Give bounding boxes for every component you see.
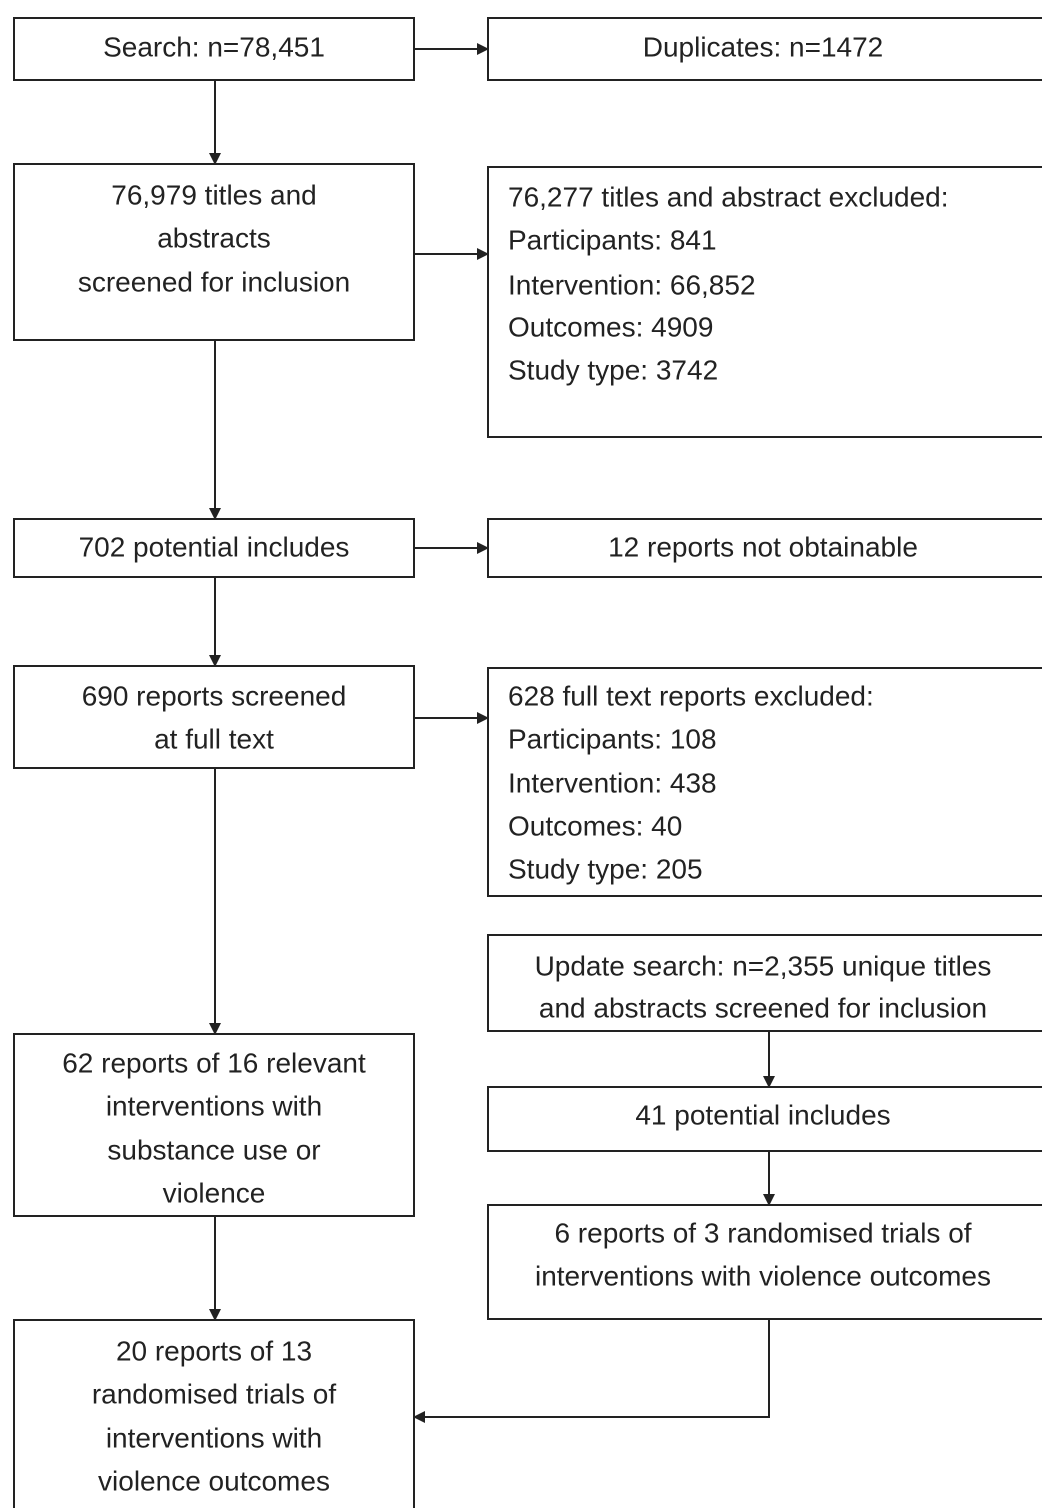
box-text: and abstracts screened for inclusion bbox=[539, 992, 987, 1023]
box-text: Study type: 205 bbox=[508, 853, 703, 884]
flow-box bbox=[487, 1086, 1042, 1152]
flow-box bbox=[487, 166, 1042, 438]
box-text: Study type: 3742 bbox=[508, 354, 718, 385]
box-text: Intervention: 66,852 bbox=[508, 269, 756, 300]
box-text: Participants: 108 bbox=[508, 723, 717, 754]
box-text: 12 reports not obtainable bbox=[608, 531, 918, 562]
flow-box bbox=[487, 1204, 1042, 1320]
box-text: violence outcomes bbox=[98, 1465, 330, 1496]
flow-box bbox=[13, 1033, 415, 1217]
box-text: 690 reports screened bbox=[82, 680, 347, 711]
box-text: 20 reports of 13 bbox=[116, 1335, 312, 1366]
arrows bbox=[209, 43, 775, 1423]
box-text: interventions with violence outcomes bbox=[535, 1260, 991, 1291]
boxes: Search: n=78,451 Duplicates: n=1472 76,979… bbox=[13, 17, 1042, 1508]
box-text: violence bbox=[163, 1177, 266, 1208]
box-text: interventions with bbox=[106, 1422, 322, 1453]
box-text: at full text bbox=[154, 723, 274, 754]
box-text: 628 full text reports excluded: bbox=[508, 680, 874, 711]
box-text: Participants: 841 bbox=[508, 224, 717, 255]
box-text: 76,979 titles and bbox=[111, 179, 317, 210]
flow-box bbox=[13, 665, 415, 769]
box-text: 76,277 titles and abstract excluded: bbox=[508, 181, 949, 212]
box-text: Search: n=78,451 bbox=[103, 31, 325, 62]
box-text: Outcomes: 4909 bbox=[508, 311, 713, 342]
box-text: interventions with bbox=[106, 1090, 322, 1121]
flow-box bbox=[13, 163, 415, 341]
box-text: 6 reports of 3 randomised trials of bbox=[554, 1217, 971, 1248]
flow-box bbox=[13, 17, 415, 81]
box-text: substance use or bbox=[107, 1134, 320, 1165]
flow-box bbox=[487, 518, 1042, 578]
box-text: 702 potential includes bbox=[79, 531, 350, 562]
box-text: Intervention: 438 bbox=[508, 767, 717, 798]
box-text: Update search: n=2,355 unique titles bbox=[535, 950, 992, 981]
box-text: Outcomes: 40 bbox=[508, 810, 682, 841]
flow-box bbox=[487, 934, 1042, 1032]
arrow bbox=[413, 1319, 770, 1423]
box-text: Duplicates: n=1472 bbox=[643, 31, 884, 62]
flow-box bbox=[487, 667, 1042, 897]
box-text: randomised trials of bbox=[92, 1378, 337, 1409]
box-text: 41 potential includes bbox=[635, 1099, 890, 1130]
box-text: screened for inclusion bbox=[78, 266, 350, 297]
flow-box bbox=[13, 518, 415, 578]
box-text: abstracts bbox=[157, 222, 271, 253]
flow-box bbox=[13, 1319, 415, 1508]
flow-box bbox=[487, 17, 1042, 81]
box-text: 62 reports of 16 relevant bbox=[62, 1047, 366, 1078]
